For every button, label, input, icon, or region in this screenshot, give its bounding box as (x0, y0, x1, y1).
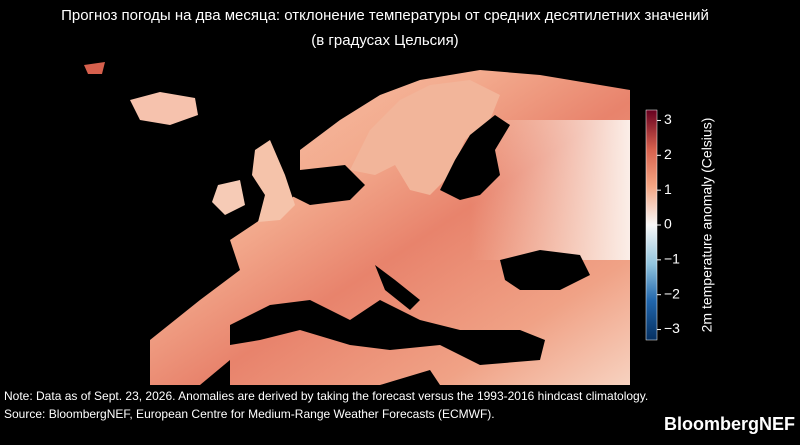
colorbar-tick-label: 1 (664, 181, 672, 197)
baltic-sea (440, 115, 510, 200)
colorbar: 2m temperature anomaly (Celsius) 3 2 1 0 −1 −… (645, 109, 715, 341)
colorbar-tick-label: −1 (664, 251, 680, 267)
title-line: (в градусах Цельсия) (311, 32, 458, 49)
colorbar-tick-label: −3 (664, 320, 680, 336)
greenland-tip (84, 62, 105, 74)
great-britain (252, 140, 295, 222)
ireland (212, 180, 245, 215)
map (84, 62, 630, 385)
source: Source: BloombergNEF, European Centre fo… (4, 407, 495, 421)
colorbar-tick-label: 2 (664, 146, 672, 162)
colorbar-gradient (645, 109, 658, 341)
colorbar-label: 2m temperature anomaly (Celsius) (699, 118, 715, 333)
title-line: Прогноз погоды на два месяца: отклонение… (61, 7, 709, 24)
mediterranean (230, 300, 545, 365)
colorbar-tick-label: 3 (664, 111, 672, 127)
adriatic (375, 265, 420, 310)
north-sea (290, 165, 365, 205)
note: Note: Data as of Sept. 23, 2026. Anomali… (4, 389, 648, 403)
colorbar-tick-label: −2 (664, 285, 680, 301)
brand: BloombergNEF (664, 414, 795, 434)
black-sea (500, 250, 590, 290)
scandinavia (350, 80, 500, 195)
colorbar-tick-label: 0 (664, 216, 672, 232)
iceland (130, 92, 198, 125)
